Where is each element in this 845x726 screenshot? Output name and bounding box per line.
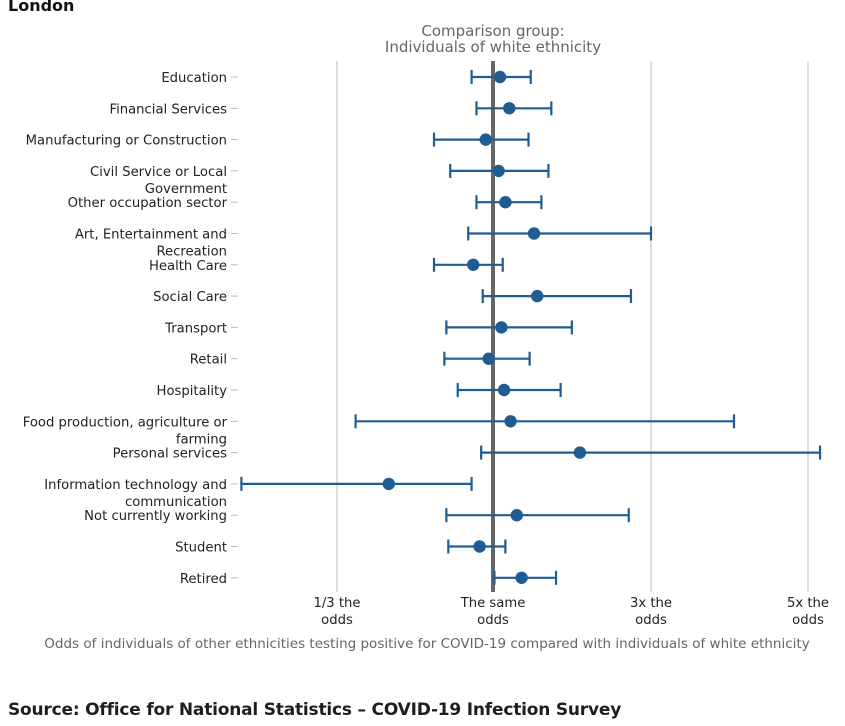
estimate-point <box>467 258 480 271</box>
category-label-line: communication <box>125 495 227 510</box>
category-label-line: Retired <box>180 572 227 587</box>
estimate-row <box>445 320 573 335</box>
forest-plot: Comparison group:Individuals of white et… <box>23 22 829 652</box>
estimate-point <box>504 415 517 428</box>
x-tick-label: 3x the odds <box>630 596 672 628</box>
category-label-line: Not currently working <box>84 509 227 524</box>
category-label-line: Government <box>145 182 227 197</box>
category-label-line: Civil Service or Local <box>90 165 227 180</box>
x-tick-label: The same odds <box>460 596 526 628</box>
estimate-row <box>354 414 736 429</box>
estimate-row <box>432 132 530 147</box>
x-axis: 1/3 the odds The same odds 3x the odds 5x the o… <box>313 596 829 628</box>
category-label-line: Health Care <box>149 259 227 274</box>
category-label: Personal services <box>113 447 227 462</box>
estimate-row <box>449 163 550 178</box>
category-label: Food production, agriculture or farming <box>23 415 228 447</box>
category-label-line: Hospitality <box>157 384 228 399</box>
estimate-point <box>493 70 507 84</box>
category-label-line: Social Care <box>153 290 227 305</box>
reference-label: Comparison group: <box>421 22 564 40</box>
estimate-row <box>475 101 553 116</box>
estimate-row <box>447 539 507 554</box>
category-label-line: Art, Entertainment and <box>75 228 227 243</box>
x-tick-label-line: 3x the <box>630 596 672 611</box>
x-tick-label-line: 1/3 the <box>313 596 360 611</box>
estimate-point <box>503 102 516 115</box>
gridlines <box>336 61 809 592</box>
estimate-row <box>432 257 504 272</box>
estimate-point <box>510 509 524 522</box>
region-title: London <box>8 0 75 15</box>
category-label-line: Other occupation sector <box>68 196 228 211</box>
category-label: Social Care <box>153 290 227 305</box>
category-label: Hospitality <box>157 384 228 399</box>
x-tick-label-line: The same <box>460 596 526 611</box>
estimate-row <box>480 445 822 460</box>
estimate-row <box>475 195 543 210</box>
estimate-point <box>497 383 511 397</box>
estimate-row <box>481 289 633 304</box>
estimate-row <box>470 70 532 84</box>
estimate-point <box>479 133 492 146</box>
category-label: Retail <box>190 353 227 368</box>
category-label-line: Student <box>175 541 227 556</box>
category-label-line: Transport <box>164 321 227 336</box>
x-axis-label: Odds of individuals of other ethnicities… <box>44 636 809 652</box>
estimate-point <box>492 164 505 178</box>
x-tick-label-line: odds <box>792 613 824 628</box>
reference-label: Individuals of white ethnicity <box>385 38 601 56</box>
category-label: Manufacturing or Construction <box>26 134 227 149</box>
estimates <box>240 70 822 585</box>
category-label-line: farming <box>176 432 227 447</box>
estimate-point <box>573 446 587 459</box>
category-label: Financial Services <box>109 102 227 117</box>
source-note: Source: Office for National Statistics –… <box>8 700 622 720</box>
x-tick-label-line: 5x the <box>787 596 829 611</box>
estimate-point <box>382 477 395 491</box>
estimate-point <box>473 540 486 553</box>
estimate-row <box>467 226 653 241</box>
x-tick-label: 5x the odds <box>787 596 829 628</box>
estimate-row <box>456 383 562 397</box>
category-label: Civil Service or Local Government <box>90 165 227 197</box>
category-label-line: Food production, agriculture or <box>23 415 228 430</box>
category-label-line: Manufacturing or Construction <box>26 134 227 149</box>
x-tick-label-line: odds <box>477 613 509 628</box>
category-label: Retired <box>180 572 227 587</box>
estimate-point <box>531 289 544 303</box>
category-label-line: Personal services <box>113 447 227 462</box>
estimate-row <box>493 570 558 585</box>
estimate-row <box>443 351 531 366</box>
category-label: Health Care <box>149 259 227 274</box>
category-label: Information technology and communication <box>44 478 227 510</box>
category-label: Education <box>161 71 227 86</box>
category-label-line: Retail <box>190 353 227 368</box>
estimate-point <box>495 321 508 334</box>
category-label: Transport <box>164 321 227 336</box>
estimate-row <box>445 508 630 523</box>
category-label-line: Recreation <box>156 245 227 260</box>
category-label: Art, Entertainment and Recreation <box>75 228 227 260</box>
estimate-point <box>499 196 512 209</box>
category-label: Student <box>175 541 227 556</box>
category-label-line: Financial Services <box>109 102 227 117</box>
category-label: Not currently working <box>84 509 227 524</box>
estimate-row <box>240 476 473 491</box>
estimate-point <box>515 571 528 584</box>
x-tick-label-line: odds <box>321 613 353 628</box>
estimate-point <box>527 227 541 240</box>
estimate-point <box>482 352 495 365</box>
category-axis: Education Financial Services Manufacturing… <box>23 71 238 587</box>
category-label-line: Information technology and <box>44 478 227 493</box>
category-label-line: Education <box>161 71 227 86</box>
category-label: Other occupation sector <box>68 196 228 211</box>
x-tick-label-line: odds <box>635 613 667 628</box>
x-tick-label: 1/3 the odds <box>313 596 360 628</box>
